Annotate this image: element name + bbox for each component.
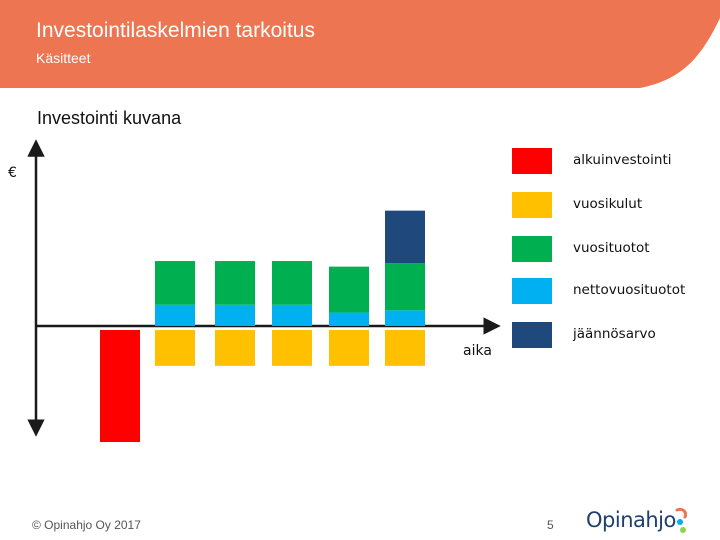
bar-nettovuosituotot-5: [385, 310, 425, 326]
legend-label: alkuinvestointi: [573, 152, 672, 168]
legend-item-nettovuosituotot: nettovuosituotot: [512, 278, 712, 304]
bar-nettovuosituotot-3: [272, 304, 312, 326]
logo-wordmark: Opinahjo: [586, 508, 676, 532]
header-banner-shape: [0, 0, 720, 88]
x-axis-label: aika: [463, 343, 492, 359]
legend-label: vuosikulut: [573, 196, 643, 212]
slide-title: Investointilaskelmien tarkoitus: [36, 19, 315, 42]
page-number: 5: [547, 518, 554, 532]
legend-swatch: [512, 148, 552, 174]
bar-alkuinvestointi: [100, 330, 140, 442]
legend-item-alkuinvestointi: alkuinvestointi: [512, 148, 712, 174]
slide-header: Investointilaskelmien tarkoitus Käsittee…: [0, 0, 720, 88]
bar-vuosikulut-4: [329, 330, 369, 366]
legend-item-vuosikulut: vuosikulut: [512, 192, 712, 218]
bar-vuosikulut-2: [215, 330, 255, 366]
bar-vuosituotot-2: [215, 261, 255, 305]
bar-jaannosarvo-5: [385, 210, 425, 264]
legend-item-jaannosarvo: jäännösarvo: [512, 322, 712, 348]
legend: alkuinvestointi vuosikulut vuosituotot n…: [512, 148, 712, 368]
slide-subtitle: Käsitteet: [36, 50, 91, 66]
bar-nettovuosituotot-1: [155, 304, 195, 326]
footer-copyright: © Opinahjo Oy 2017: [32, 518, 141, 532]
legend-label: vuosituotot: [573, 240, 650, 256]
legend-label: nettovuosituotot: [573, 282, 686, 298]
bar-nettovuosituotot-2: [215, 304, 255, 326]
bar-vuosituotot-3: [272, 261, 312, 305]
legend-swatch: [512, 278, 552, 304]
legend-item-vuosituotot: vuosituotot: [512, 236, 712, 262]
legend-swatch: [512, 236, 552, 262]
y-axis-label: €: [8, 165, 17, 181]
legend-label: jäännösarvo: [573, 326, 656, 342]
header-banner: [0, 0, 720, 88]
bar-vuosituotot-4: [329, 266, 369, 313]
section-title: Investointi kuvana: [37, 108, 182, 128]
bar-vuosituotot-1: [155, 261, 195, 305]
bar-vuosikulut-1: [155, 330, 195, 366]
bar-nettovuosituotot-4: [329, 312, 369, 326]
bar-vuosikulut-3: [272, 330, 312, 366]
legend-swatch: [512, 322, 552, 348]
opinahjo-logo: Opinahjo: [586, 504, 692, 540]
bar-vuosikulut-5: [385, 330, 425, 366]
bar-vuosituotot-5: [385, 263, 425, 311]
logo-mark-icon: [675, 508, 687, 533]
diagram-bars: [100, 210, 425, 442]
legend-swatch: [512, 192, 552, 218]
